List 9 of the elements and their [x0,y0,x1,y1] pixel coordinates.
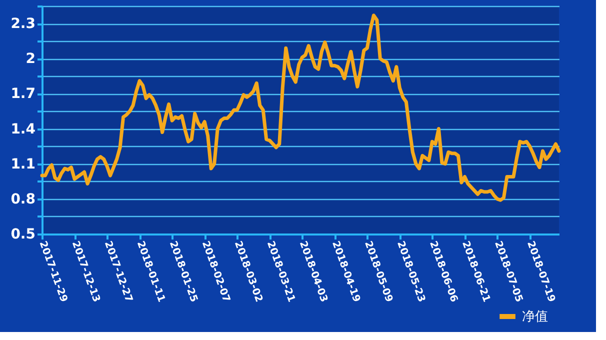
y-tick-label: 1.4 [10,121,36,138]
y-tick-label: 0.8 [10,191,36,208]
line-series [40,14,561,202]
y-tick-label: 2 [26,51,36,68]
y-tick-label: 1.7 [10,86,36,102]
y-tick-label: 1.1 [10,156,36,172]
legend-label: 净值 [522,310,548,324]
y-tick-label: 2.3 [10,16,36,32]
y-tick-label: 0.5 [10,226,36,242]
